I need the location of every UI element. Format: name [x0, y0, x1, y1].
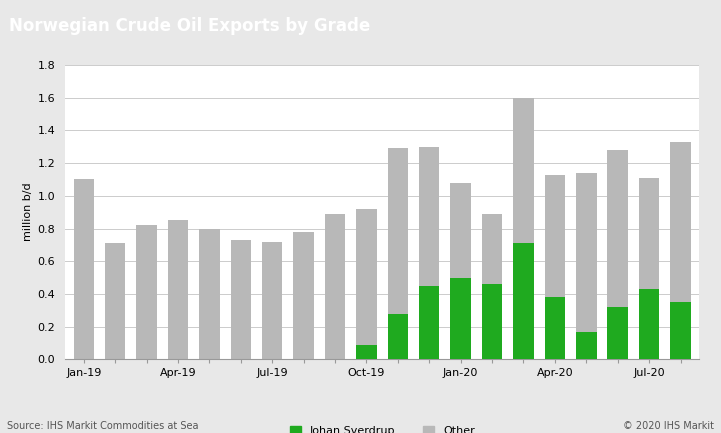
Y-axis label: million b/d: million b/d [23, 183, 33, 242]
Bar [419, 286, 440, 359]
Bar [608, 307, 628, 359]
Legend: Johan Sverdrup, Other: Johan Sverdrup, Other [290, 426, 474, 433]
Bar [356, 209, 376, 345]
Bar [324, 214, 345, 359]
Bar [451, 278, 471, 359]
Bar [482, 284, 503, 359]
Bar [513, 98, 534, 243]
Bar [639, 178, 659, 289]
Bar [639, 289, 659, 359]
Bar [293, 232, 314, 359]
Bar [451, 183, 471, 278]
Bar [168, 220, 188, 359]
Bar [608, 150, 628, 307]
Bar [74, 179, 94, 359]
Text: Source: IHS Markit Commodities at Sea: Source: IHS Markit Commodities at Sea [7, 421, 199, 431]
Bar [136, 225, 156, 359]
Bar [388, 149, 408, 313]
Bar [105, 243, 125, 359]
Text: © 2020 IHS Markit: © 2020 IHS Markit [623, 421, 714, 431]
Bar [513, 243, 534, 359]
Bar [199, 229, 220, 359]
Bar [262, 242, 283, 359]
Bar [231, 240, 251, 359]
Bar [419, 147, 440, 286]
Bar [671, 302, 691, 359]
Text: Norwegian Crude Oil Exports by Grade: Norwegian Crude Oil Exports by Grade [9, 17, 371, 35]
Bar [482, 214, 503, 284]
Bar [544, 174, 565, 297]
Bar [671, 142, 691, 302]
Bar [544, 297, 565, 359]
Bar [576, 173, 596, 332]
Bar [576, 332, 596, 359]
Bar [356, 345, 376, 359]
Bar [388, 313, 408, 359]
